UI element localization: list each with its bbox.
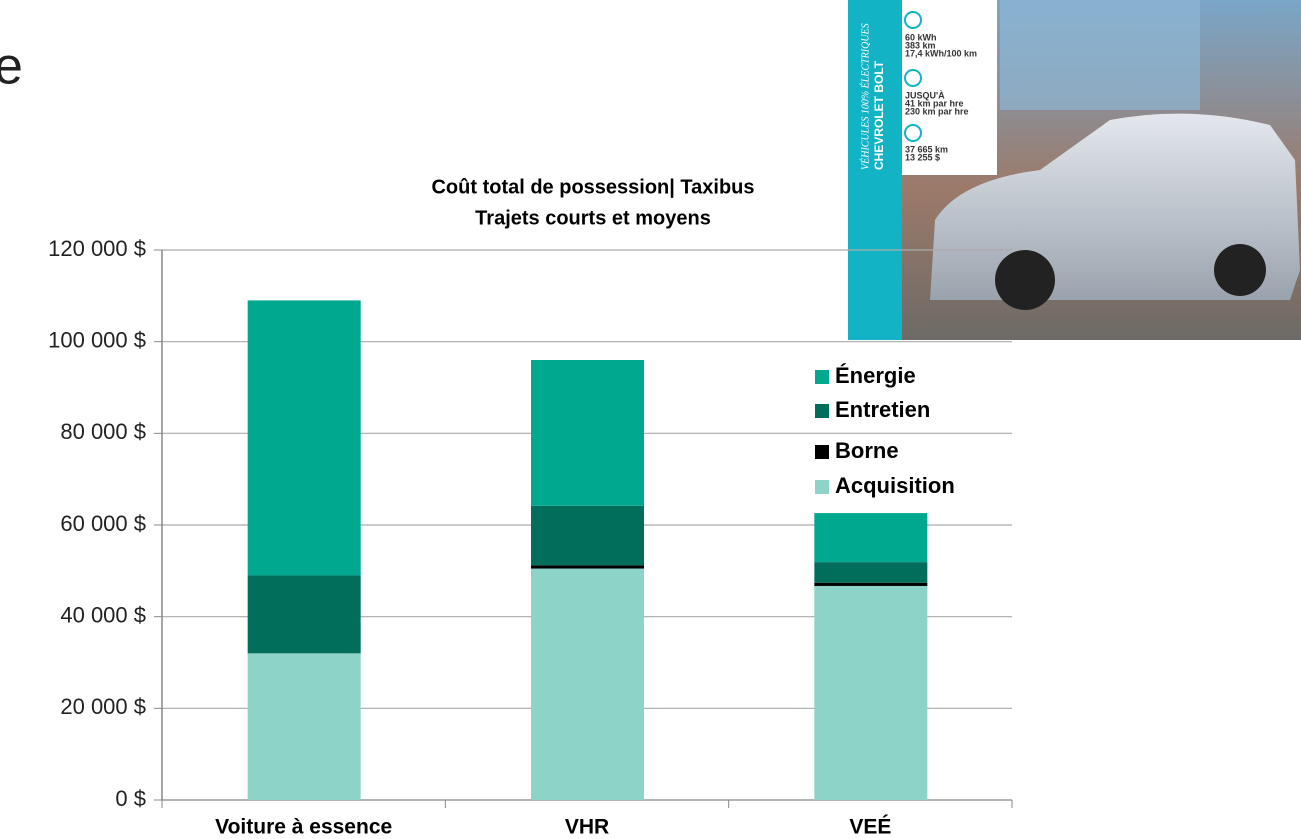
bar-segment xyxy=(531,565,644,569)
inset-strip xyxy=(848,0,902,340)
y-tick-label: 0 $ xyxy=(115,786,146,811)
bar-segment xyxy=(814,585,928,800)
spec-text: 383 km xyxy=(905,40,936,50)
wheel xyxy=(995,250,1055,310)
icon xyxy=(904,11,922,29)
spec-text: 41 km par hre xyxy=(905,98,964,108)
bar-segment xyxy=(531,360,644,506)
bar-segment xyxy=(814,513,928,563)
spec-text: 60 kWh xyxy=(905,32,937,42)
x-tick-label: Voiture à essence xyxy=(215,816,392,839)
building xyxy=(1000,0,1200,110)
bar-segment xyxy=(247,653,361,800)
spec-panel xyxy=(902,0,997,175)
spec-text: JUSQU'À xyxy=(905,90,945,100)
y-tick-label: 60 000 $ xyxy=(60,511,146,536)
legend-swatch xyxy=(815,445,829,459)
chart-subtitle: Trajets courts et moyens xyxy=(475,207,711,229)
slide-fragment: e xyxy=(0,38,23,96)
bar-segment xyxy=(247,300,361,576)
bar-segment xyxy=(531,568,644,800)
x-tick-label: VHR xyxy=(565,816,609,839)
legend-swatch xyxy=(815,370,829,384)
bar-segment xyxy=(247,575,361,654)
spec-text: 13 255 $ xyxy=(905,152,940,162)
strip-text: VÉHICULES 100% ÉLECTRIQUES xyxy=(859,23,871,170)
y-tick-label: 120 000 $ xyxy=(48,236,146,261)
x-tick-label: VEÉ xyxy=(849,816,891,839)
y-tick-label: 100 000 $ xyxy=(48,327,146,352)
spec-text: 17,4 kWh/100 km xyxy=(905,48,977,58)
legend-swatch xyxy=(815,480,829,494)
y-tick-label: 80 000 $ xyxy=(60,419,146,444)
bar-segment xyxy=(531,505,644,566)
inset: VÉHICULES 100% ÉLECTRIQUES CHEVROLET BOL… xyxy=(162,0,1301,801)
legend-label: Borne xyxy=(835,438,899,463)
bar-segment xyxy=(814,582,928,586)
strip-text: CHEVROLET BOLT xyxy=(872,60,886,170)
spec-text: 37 665 km xyxy=(905,144,948,154)
bar-segment xyxy=(814,562,928,583)
y-tick-label: 40 000 $ xyxy=(60,602,146,627)
wheel xyxy=(1214,244,1266,296)
legend-label: Acquisition xyxy=(835,473,955,498)
spec-text: 230 km par hre xyxy=(905,106,969,116)
icon xyxy=(904,69,922,87)
icon xyxy=(904,124,922,142)
legend-label: Énergie xyxy=(835,363,916,388)
chart-title: Coût total de possession| Taxibus xyxy=(431,176,754,198)
legend-swatch xyxy=(815,404,829,418)
legend-label: Entretien xyxy=(835,397,930,422)
y-tick-label: 20 000 $ xyxy=(60,694,146,719)
